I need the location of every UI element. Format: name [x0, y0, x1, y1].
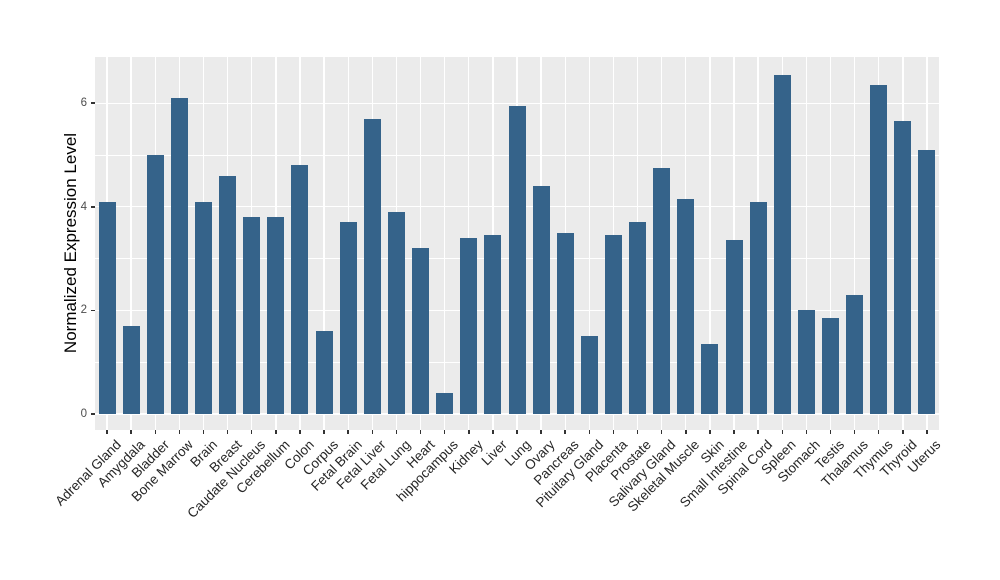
y-tick-label: 4	[80, 200, 87, 213]
x-tick-mark	[612, 430, 615, 434]
x-tick-mark	[733, 430, 735, 434]
bar-breast	[219, 175, 237, 414]
x-tick-mark	[492, 430, 494, 434]
x-tick-mark	[250, 430, 253, 434]
bar-spleen	[773, 74, 791, 414]
gridline-vertical	[130, 57, 132, 430]
x-tick-mark	[443, 430, 446, 434]
x-tick-mark	[805, 430, 808, 434]
bar-uterus	[918, 149, 936, 414]
y-tick-label: 2	[80, 304, 87, 317]
x-tick-mark	[685, 430, 687, 434]
x-tick-mark	[275, 430, 277, 434]
x-tick-mark	[636, 430, 639, 434]
x-tick-mark	[516, 430, 518, 434]
bar-colon	[291, 165, 309, 414]
x-tick-label-liver: Liver	[478, 437, 510, 469]
bar-spinal-cord	[749, 201, 767, 414]
bar-pancreas	[556, 232, 574, 414]
y-tick-label: 0	[80, 408, 87, 420]
x-tick-mark	[853, 430, 856, 434]
bar-hippocampus	[436, 393, 454, 414]
x-tick-mark	[178, 430, 181, 434]
x-tick-mark	[468, 430, 470, 434]
bar-liver	[484, 235, 502, 414]
bar-caudate-nucleus	[243, 217, 261, 414]
x-tick-mark	[299, 430, 301, 434]
x-tick-mark	[395, 430, 398, 434]
bar-amygdala	[122, 325, 140, 414]
gridline-vertical	[853, 57, 856, 430]
bar-salivary-gland	[653, 167, 671, 414]
bar-cerebellum	[267, 217, 285, 414]
gridline-vertical	[588, 57, 591, 430]
x-tick-mark	[106, 430, 108, 434]
bar-fetal-brain	[339, 222, 357, 414]
y-tick-label: 6	[80, 97, 87, 110]
bar-placenta	[604, 235, 622, 414]
gridline-vertical	[419, 57, 422, 430]
gridline-vertical	[829, 57, 832, 430]
bar-brain	[195, 201, 212, 414]
bar-corpus	[315, 331, 333, 414]
x-tick-mark	[902, 430, 904, 434]
x-tick-mark	[564, 430, 566, 434]
bar-pituitary-gland	[580, 336, 598, 414]
x-tick-mark	[829, 430, 832, 434]
bar-testis	[821, 318, 839, 414]
y-tick-mark	[91, 413, 95, 415]
x-tick-mark	[540, 430, 542, 434]
bar-adrenal-gland	[98, 201, 116, 414]
x-tick-mark	[709, 430, 711, 434]
gridline-vertical	[443, 57, 446, 430]
bar-bone-marrow	[170, 98, 188, 414]
x-tick-mark	[347, 430, 349, 434]
bar-prostate	[629, 222, 647, 414]
gridline-vertical	[709, 57, 711, 430]
plot-panel	[95, 57, 939, 430]
gridline-vertical	[805, 57, 808, 430]
bar-fetal-lung	[387, 211, 405, 414]
x-tick-mark	[130, 430, 132, 434]
x-tick-mark	[660, 430, 663, 434]
x-tick-mark	[154, 430, 157, 434]
x-tick-mark	[202, 430, 205, 434]
bar-kidney	[460, 237, 478, 414]
bar-stomach	[797, 310, 815, 414]
x-tick-mark	[226, 430, 229, 434]
y-tick-mark	[91, 102, 95, 104]
x-tick-mark	[419, 430, 422, 434]
x-tick-mark	[371, 430, 374, 434]
bar-fetal-liver	[363, 118, 381, 414]
x-tick-mark	[781, 430, 783, 434]
y-tick-mark	[91, 206, 95, 208]
bar-thalamus	[846, 294, 864, 414]
bar-bladder	[146, 155, 164, 414]
x-tick-mark	[588, 430, 591, 434]
bar-ovary	[532, 186, 550, 414]
bar-thyroid	[894, 121, 912, 414]
bar-small-intestine	[725, 240, 743, 414]
x-tick-mark	[757, 430, 759, 434]
bar-skin	[701, 344, 719, 414]
x-tick-mark	[323, 430, 325, 434]
gridline-vertical	[323, 57, 325, 430]
bar-skeletal-muscle	[677, 199, 695, 414]
x-tick-mark	[926, 430, 928, 434]
y-tick-mark	[91, 309, 95, 312]
bar-lung	[508, 105, 526, 414]
bar-thymus	[870, 85, 888, 414]
y-axis-title: Normalized Expression Level	[61, 132, 80, 354]
bar-heart	[412, 248, 430, 414]
x-tick-mark	[877, 430, 880, 434]
